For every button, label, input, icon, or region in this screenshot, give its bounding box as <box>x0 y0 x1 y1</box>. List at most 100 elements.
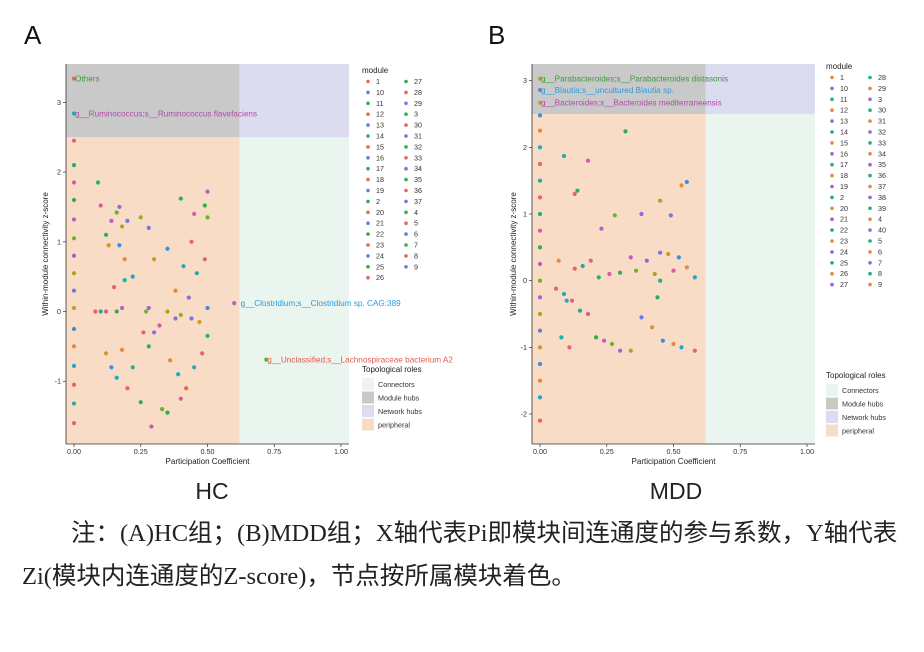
legend-key <box>868 271 872 276</box>
data-point <box>537 245 543 250</box>
data-point <box>569 298 575 303</box>
legend-item: 5 <box>414 219 418 228</box>
legend-item: 36 <box>414 186 422 195</box>
legend-item: 32 <box>414 142 422 151</box>
role-swatch <box>362 418 374 431</box>
data-point <box>537 76 543 81</box>
data-point <box>537 395 543 400</box>
legend-key <box>830 206 834 211</box>
data-point <box>71 305 77 311</box>
legend-key <box>366 134 370 138</box>
legend-item: 28 <box>414 88 422 97</box>
data-point <box>684 179 689 185</box>
group-label-mdd: MDD <box>650 478 702 504</box>
legend-key <box>868 217 872 221</box>
data-point <box>537 100 543 105</box>
data-point <box>71 344 77 349</box>
legend-key <box>366 210 370 215</box>
data-point <box>202 257 207 262</box>
data-point <box>537 361 543 367</box>
data-point <box>639 211 644 217</box>
data-point <box>618 270 623 275</box>
data-point <box>152 257 157 262</box>
data-point <box>71 420 77 426</box>
legend-item: 18 <box>376 175 384 184</box>
data-point <box>178 312 183 318</box>
legend-key <box>830 119 834 123</box>
data-point <box>109 218 114 223</box>
data-point <box>596 275 601 280</box>
legend-item: 31 <box>414 132 422 141</box>
legend-item: 37 <box>414 197 422 206</box>
legend-item: 9 <box>414 262 418 271</box>
role-label: Connectors <box>378 380 415 389</box>
legend-item: 21 <box>840 215 848 224</box>
data-point <box>71 138 77 143</box>
data-point <box>205 305 210 311</box>
legend-key <box>830 250 834 254</box>
legend-item: 4 <box>414 208 418 217</box>
data-point <box>676 255 681 260</box>
legend-key <box>404 134 408 138</box>
legend-key <box>366 177 370 182</box>
data-point <box>668 213 673 218</box>
x-tick-label: 0.75 <box>733 447 747 456</box>
data-point <box>106 243 111 248</box>
data-point <box>556 258 561 263</box>
data-point <box>138 400 143 405</box>
legend-item: 14 <box>840 128 848 137</box>
data-point <box>618 348 623 353</box>
data-point <box>192 211 197 217</box>
node-annotation: g__Bacteroides;s__Bacteroides mediterran… <box>541 99 722 108</box>
legend-item: 22 <box>376 230 384 239</box>
data-point <box>537 311 543 317</box>
legend-item: 12 <box>840 106 848 115</box>
legend-item: 9 <box>878 280 882 289</box>
node-annotation: g__Blautia;s__uncultured Blautia sp. <box>541 86 674 95</box>
x-axis-title: Participation Coefficient <box>632 457 717 466</box>
data-point <box>71 382 77 387</box>
data-point <box>559 335 564 340</box>
role-label: Module hubs <box>378 394 420 403</box>
data-point <box>561 153 567 159</box>
legend-key <box>830 261 834 265</box>
legend-key <box>404 90 408 95</box>
legend-key <box>404 79 408 84</box>
legend-item: 8 <box>878 269 882 278</box>
data-point <box>232 301 237 306</box>
data-point <box>189 239 194 244</box>
data-point <box>572 191 577 197</box>
data-point <box>71 253 77 258</box>
data-point <box>577 308 583 313</box>
data-point <box>165 309 170 314</box>
legend-item: 22 <box>840 226 848 235</box>
legend-item: 10 <box>840 84 848 93</box>
data-point <box>71 197 77 203</box>
data-point <box>71 401 77 406</box>
x-tick-label: 0.00 <box>67 447 81 456</box>
data-point <box>588 258 593 263</box>
y-tick-label: 2 <box>523 143 527 152</box>
panel-b-plot: 0.00 0.25 0.50 0.75 1.00-2-10123Participatio… <box>509 62 886 466</box>
legend-item: 6 <box>414 230 418 239</box>
data-point <box>189 316 194 321</box>
data-point <box>71 180 77 185</box>
legend-item: 23 <box>840 237 848 246</box>
legend-item: 31 <box>878 117 886 126</box>
legend-key <box>366 123 370 127</box>
y-tick-label: -1 <box>55 377 61 386</box>
data-point <box>264 357 269 362</box>
data-point <box>71 363 77 369</box>
data-point <box>138 215 143 220</box>
data-point <box>165 410 170 415</box>
legend-item: 20 <box>376 208 384 217</box>
panel-letter-b: B <box>488 20 505 50</box>
legend-item: 5 <box>878 237 882 246</box>
y-tick-label: 3 <box>523 76 527 85</box>
data-point <box>572 266 577 271</box>
data-point <box>561 291 567 297</box>
role-swatch <box>826 397 838 410</box>
data-point <box>658 198 663 203</box>
legend-item: 30 <box>414 121 422 130</box>
data-point <box>200 351 205 356</box>
